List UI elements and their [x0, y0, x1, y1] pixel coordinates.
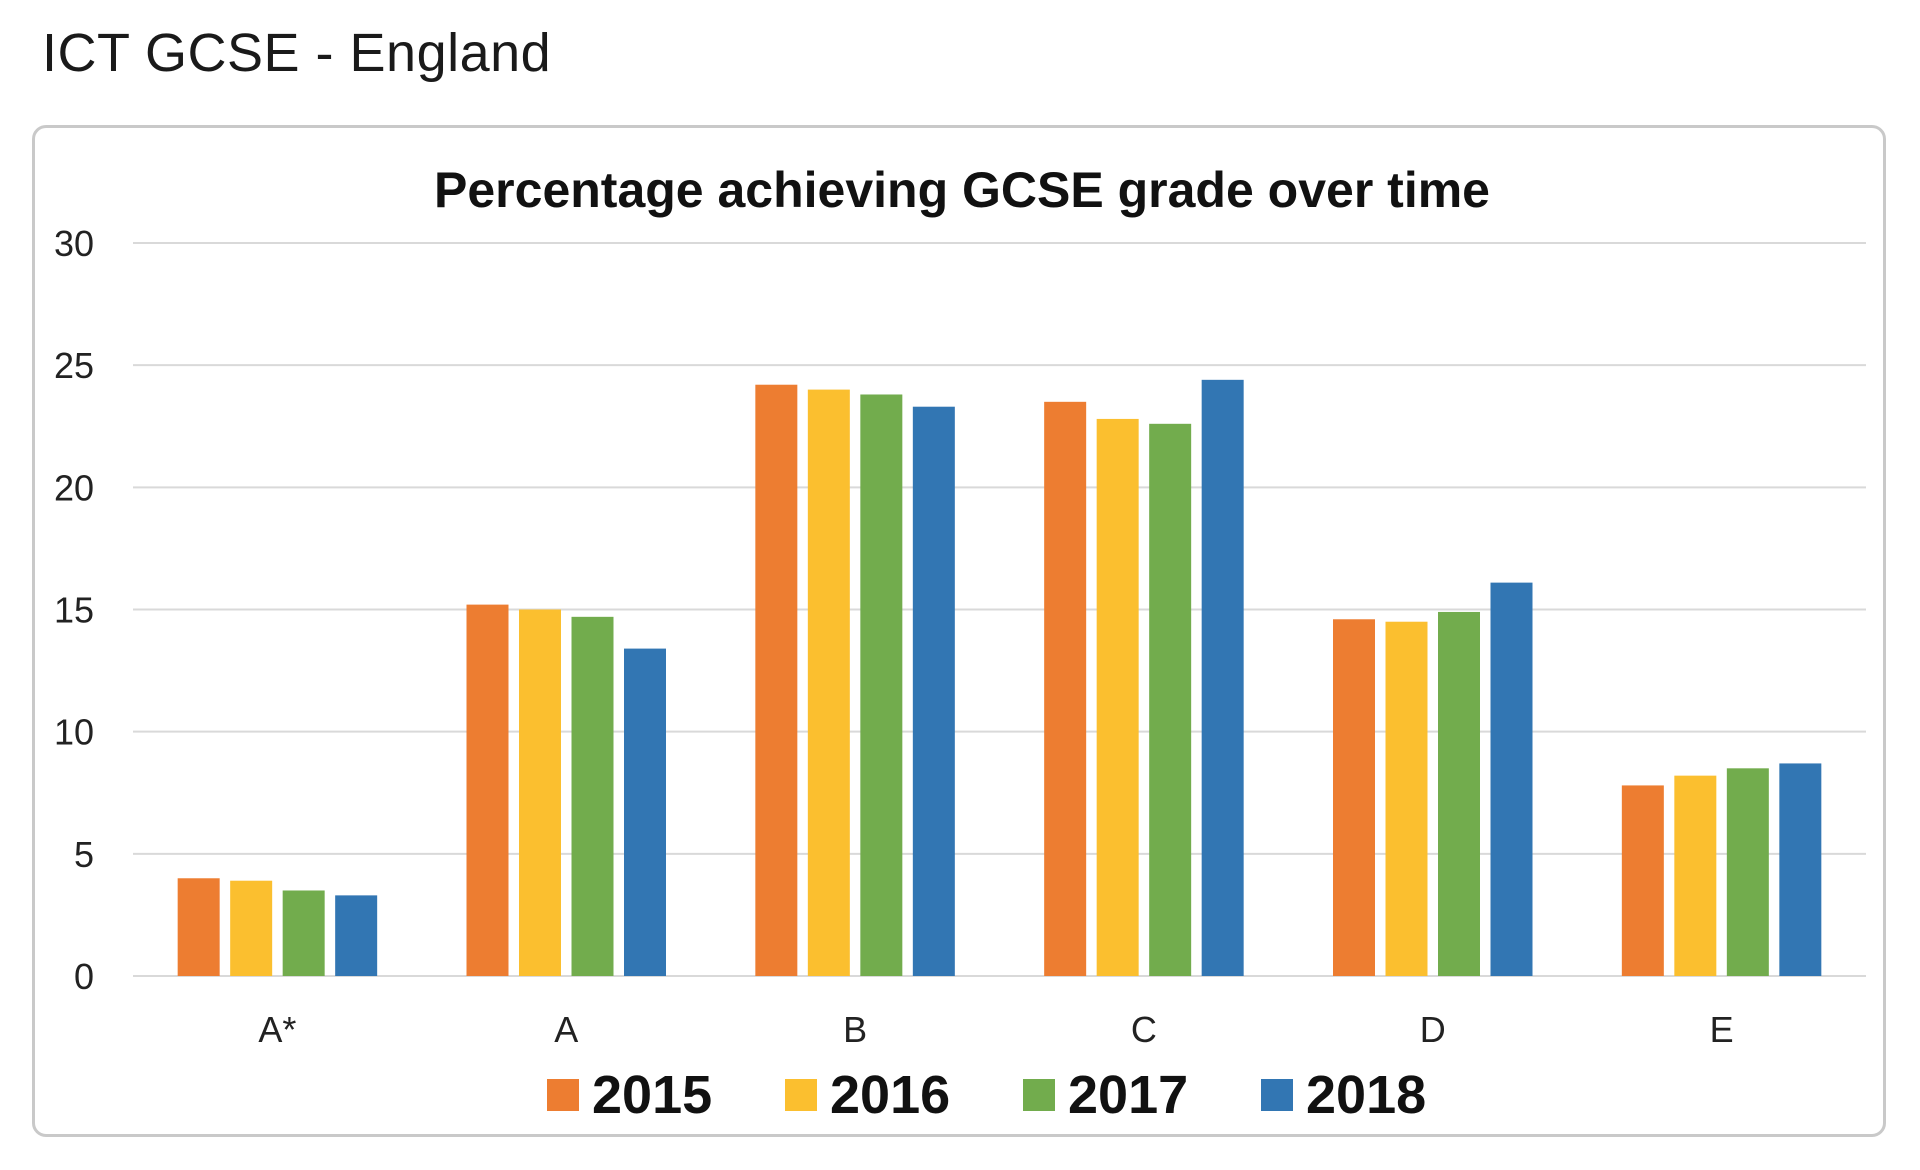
y-tick-label: 30	[54, 223, 94, 264]
x-category-label: D	[1420, 1009, 1446, 1050]
y-tick-label: 5	[74, 834, 94, 875]
page-title: ICT GCSE - England	[42, 23, 552, 83]
x-category-label: E	[1710, 1009, 1734, 1050]
bar-2017-A*	[282, 890, 325, 976]
legend-swatch	[547, 1079, 579, 1111]
legend-item-2016: 2016	[785, 1065, 950, 1125]
bar-2015-E	[1621, 785, 1664, 976]
bar-2018-D	[1490, 582, 1533, 976]
legend-swatch	[785, 1079, 817, 1111]
x-category-label: C	[1131, 1009, 1157, 1050]
bar-2016-C	[1096, 418, 1139, 976]
y-tick-label: 10	[54, 712, 94, 753]
bar-2015-A	[466, 604, 509, 976]
bar-2015-A*	[177, 878, 220, 976]
legend-label: 2018	[1306, 1065, 1426, 1125]
x-category-label: A	[554, 1009, 578, 1050]
y-tick-label: 15	[54, 590, 94, 631]
legend-item-2018: 2018	[1261, 1065, 1426, 1125]
bar-2015-B	[755, 384, 798, 976]
bar-2015-D	[1333, 619, 1375, 976]
bar-2015-C	[1044, 401, 1087, 977]
gridlines	[133, 242, 1866, 977]
x-category-label: A*	[258, 1009, 296, 1050]
x-axis-categories: A* A B C D E	[258, 1009, 1733, 1050]
legend-swatch	[1023, 1079, 1055, 1111]
y-tick-label: 0	[74, 956, 94, 997]
y-axis-ticks: 0 5 10 15 20 25 30	[54, 223, 94, 997]
bar-2016-B	[807, 389, 850, 977]
legend-label: 2017	[1068, 1065, 1188, 1125]
bar-2016-D	[1385, 621, 1428, 976]
bars	[177, 379, 1822, 977]
bar-2018-B	[912, 406, 955, 976]
bar-2017-D	[1438, 611, 1480, 976]
chart-title: Percentage achieving GCSE grade over tim…	[434, 162, 1490, 218]
bar-2017-B	[860, 394, 903, 976]
x-category-label: B	[843, 1009, 867, 1050]
bar-2017-C	[1149, 423, 1192, 977]
legend-item-2017: 2017	[1023, 1065, 1188, 1125]
chart-container	[32, 125, 1886, 1137]
bar-2018-A*	[335, 895, 378, 976]
y-tick-label: 20	[54, 467, 94, 508]
bar-2017-A	[571, 616, 614, 976]
bar-2018-A	[624, 648, 666, 976]
legend-item-2015: 2015	[547, 1065, 712, 1125]
bar-2018-E	[1779, 763, 1822, 976]
bar-2016-E	[1674, 775, 1717, 976]
bar-2016-A*	[230, 880, 273, 976]
legend-label: 2016	[830, 1065, 950, 1125]
bar-2017-E	[1726, 768, 1769, 976]
bar-2018-C	[1201, 379, 1244, 976]
legend-label: 2015	[592, 1065, 712, 1125]
legend: 2015 2016 2017 2018	[547, 1065, 1426, 1125]
legend-swatch	[1261, 1079, 1293, 1111]
bar-2016-A	[519, 609, 561, 976]
y-tick-label: 25	[54, 345, 94, 386]
